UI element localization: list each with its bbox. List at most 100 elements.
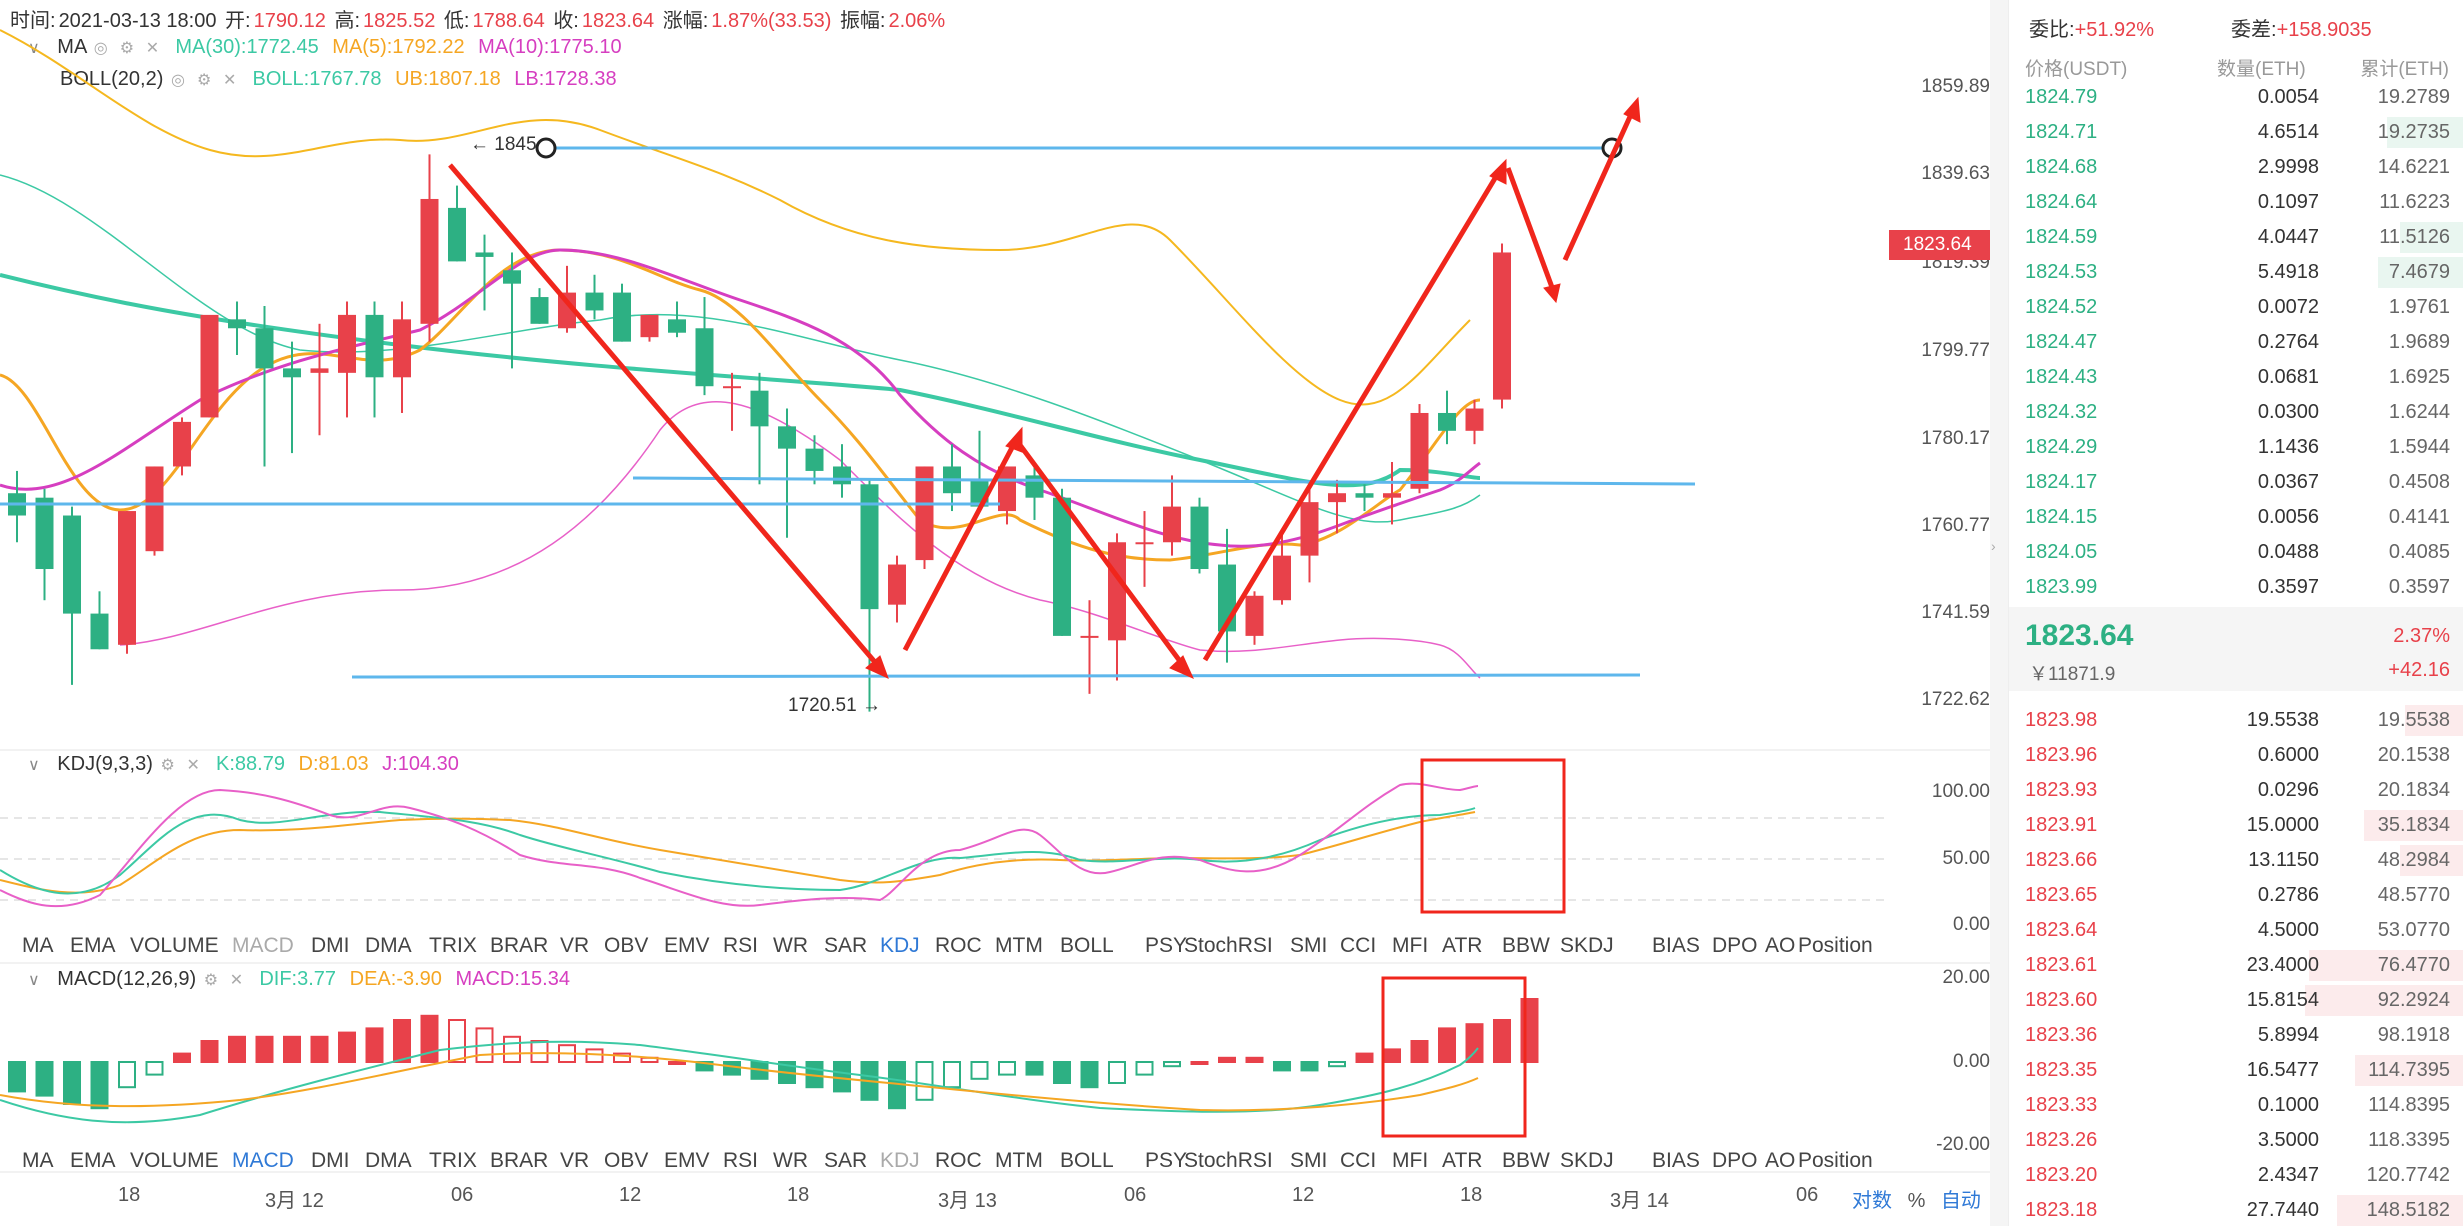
bid-row[interactable]: 1823.96 0.6000 20.1538 <box>2009 738 2463 773</box>
log-scale-toggle[interactable]: 对数 <box>1852 1190 1892 1212</box>
bid-row[interactable]: 1823.20 2.4347 120.7742 <box>2009 1158 2463 1193</box>
support-line[interactable] <box>351 673 1641 679</box>
ask-row[interactable]: 1824.68 2.9998 14.6221 <box>2009 150 2463 185</box>
indicator-tab-ao[interactable]: AO <box>1765 1149 1796 1172</box>
bid-row[interactable]: 1823.66 13.1150 48.2984 <box>2009 843 2463 878</box>
indicator-tab-bias[interactable]: BIAS <box>1652 934 1700 957</box>
indicator-tab-volume[interactable]: VOLUME <box>130 934 219 957</box>
ask-row[interactable]: 1824.05 0.0488 0.4085 <box>2009 535 2463 570</box>
bid-row[interactable]: 1823.98 19.5538 19.5538 <box>2009 703 2463 738</box>
indicator-tab-ma[interactable]: MA <box>22 1149 54 1172</box>
auto-scale-toggle[interactable]: 自动 <box>1940 1190 1981 1212</box>
indicator-tab-psy[interactable]: PSY <box>1145 934 1188 957</box>
eye-icon[interactable]: ◎ <box>170 72 185 89</box>
collapse-icon[interactable]: › <box>1991 538 1996 554</box>
ask-row[interactable]: 1824.17 0.0367 0.4508 <box>2009 465 2463 500</box>
ask-row[interactable]: 1824.52 0.0072 1.9761 <box>2009 290 2463 325</box>
kdj-highlight-box[interactable] <box>1420 758 1566 914</box>
indicator-tab-roc[interactable]: ROC <box>935 1149 982 1172</box>
panel-splitter[interactable] <box>1990 0 2008 1226</box>
indicator-tab-dpo[interactable]: DPO <box>1712 934 1758 957</box>
indicator-tab-volume[interactable]: VOLUME <box>130 1149 219 1172</box>
indicator-tab-ao[interactable]: AO <box>1765 934 1796 957</box>
indicator-tab-macd[interactable]: MACD <box>232 934 294 957</box>
indicator-tab-bbw[interactable]: BBW <box>1502 1149 1550 1172</box>
indicator-tab-smi[interactable]: SMI <box>1290 1149 1328 1172</box>
indicator-tab-ema[interactable]: EMA <box>70 934 116 957</box>
indicator-tab-sar[interactable]: SAR <box>824 934 868 957</box>
ask-row[interactable]: 1824.71 4.6514 19.2735 <box>2009 115 2463 150</box>
ask-row[interactable]: 1824.64 0.1097 11.6223 <box>2009 185 2463 220</box>
bid-row[interactable]: 1823.35 16.5477 114.7395 <box>2009 1053 2463 1088</box>
bid-row[interactable]: 1823.64 4.5000 53.0770 <box>2009 913 2463 948</box>
indicator-tab-atr[interactable]: ATR <box>1442 1149 1483 1172</box>
indicator-tab-ema[interactable]: EMA <box>70 1149 116 1172</box>
bid-row[interactable]: 1823.18 27.7440 148.5182 <box>2009 1193 2463 1228</box>
bid-row[interactable]: 1823.26 3.5000 118.3395 <box>2009 1123 2463 1158</box>
bid-row[interactable]: 1823.61 23.4000 76.4770 <box>2009 948 2463 983</box>
bid-row[interactable]: 1823.36 5.8994 98.1918 <box>2009 1018 2463 1053</box>
indicator-tab-obv[interactable]: OBV <box>604 1149 649 1172</box>
price-axis[interactable]: 1859.89 1839.63 1819.39 1799.77 1780.17 … <box>1890 0 1990 750</box>
indicator-tab-bbw[interactable]: BBW <box>1502 934 1550 957</box>
indicator-tab-kdj[interactable]: KDJ <box>880 1149 920 1172</box>
indicator-tab-dmi[interactable]: DMI <box>311 934 350 957</box>
indicator-tab-mfi[interactable]: MFI <box>1392 1149 1429 1172</box>
eye-icon[interactable]: ◎ <box>93 40 108 57</box>
percent-scale-toggle[interactable]: % <box>1907 1190 1926 1212</box>
indicator-tab-emv[interactable]: EMV <box>664 1149 710 1172</box>
ask-row[interactable]: 1824.32 0.0300 1.6244 <box>2009 395 2463 430</box>
indicator-tab-smi[interactable]: SMI <box>1290 934 1328 957</box>
ask-row[interactable]: 1824.43 0.0681 1.6925 <box>2009 360 2463 395</box>
ask-row[interactable]: 1824.47 0.2764 1.9689 <box>2009 325 2463 360</box>
macd-highlight-box[interactable] <box>1381 976 1527 1138</box>
bid-row[interactable]: 1823.93 0.0296 20.1834 <box>2009 773 2463 808</box>
indicator-tab-dmi[interactable]: DMI <box>311 1149 350 1172</box>
indicator-tab-position[interactable]: Position <box>1798 1149 1873 1172</box>
close-icon[interactable]: ✕ <box>222 72 237 89</box>
close-icon[interactable]: ✕ <box>186 757 200 774</box>
indicator-tab-vr[interactable]: VR <box>560 1149 590 1172</box>
chevron-down-icon[interactable]: ∨ <box>28 757 40 774</box>
bid-row[interactable]: 1823.60 15.8154 92.2924 <box>2009 983 2463 1018</box>
settings-icon[interactable]: ⚙ <box>160 757 175 774</box>
indicator-tab-dma[interactable]: DMA <box>365 934 412 957</box>
indicator-tab-wr[interactable]: WR <box>773 1149 808 1172</box>
indicator-tab-trix[interactable]: TRIX <box>429 934 477 957</box>
indicator-tab-macd[interactable]: MACD <box>232 1149 294 1172</box>
indicator-tab-boll[interactable]: BOLL <box>1060 1149 1114 1172</box>
indicator-tab-skdj[interactable]: SKDJ <box>1560 934 1614 957</box>
indicator-tab-bias[interactable]: BIAS <box>1652 1149 1700 1172</box>
indicator-tab-stochrsi[interactable]: StochRSI <box>1184 1149 1273 1172</box>
bid-row[interactable]: 1823.91 15.0000 35.1834 <box>2009 808 2463 843</box>
indicator-tab-dpo[interactable]: DPO <box>1712 1149 1758 1172</box>
drawn-arrows[interactable] <box>448 96 1641 679</box>
indicator-tab-ma[interactable]: MA <box>22 934 54 957</box>
ask-row[interactable]: 1824.79 0.0054 19.2789 <box>2009 80 2463 115</box>
close-icon[interactable]: ✕ <box>229 972 244 989</box>
indicator-tab-obv[interactable]: OBV <box>604 934 649 957</box>
indicator-tab-rsi[interactable]: RSI <box>723 934 759 957</box>
line-anchor-handle[interactable] <box>535 137 557 159</box>
price-chart[interactable] <box>0 0 2000 1226</box>
settings-icon[interactable]: ⚙ <box>119 40 135 57</box>
indicator-tab-sar[interactable]: SAR <box>824 1149 868 1172</box>
indicator-tab-cci[interactable]: CCI <box>1340 934 1377 957</box>
indicator-tab-cci[interactable]: CCI <box>1340 1149 1377 1172</box>
bid-row[interactable]: 1823.65 0.2786 48.5770 <box>2009 878 2463 913</box>
indicator-tab-stochrsi[interactable]: StochRSI <box>1184 934 1273 957</box>
indicator-tab-psy[interactable]: PSY <box>1145 1149 1188 1172</box>
indicator-tab-emv[interactable]: EMV <box>664 934 710 957</box>
indicator-tab-position[interactable]: Position <box>1798 934 1873 957</box>
ask-row[interactable]: 1824.29 1.1436 1.5944 <box>2009 430 2463 465</box>
ask-row[interactable]: 1824.15 0.0056 0.4141 <box>2009 500 2463 535</box>
indicator-tab-vr[interactable]: VR <box>560 934 590 957</box>
indicator-tab-brar[interactable]: BRAR <box>490 934 549 957</box>
bid-row[interactable]: 1823.33 0.1000 114.8395 <box>2009 1088 2463 1123</box>
indicator-tab-roc[interactable]: ROC <box>935 934 982 957</box>
indicator-tab-kdj[interactable]: KDJ <box>880 934 920 957</box>
indicator-tab-skdj[interactable]: SKDJ <box>1560 1149 1614 1172</box>
ask-row[interactable]: 1824.59 4.0447 11.5126 <box>2009 220 2463 255</box>
indicator-tab-brar[interactable]: BRAR <box>490 1149 549 1172</box>
indicator-tab-atr[interactable]: ATR <box>1442 934 1483 957</box>
